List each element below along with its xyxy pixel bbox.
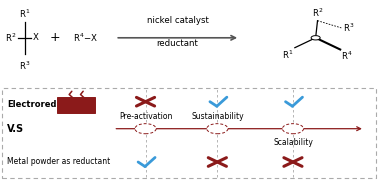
Text: $\mathregular{R^1}$: $\mathregular{R^1}$ (282, 48, 294, 61)
Text: X: X (33, 33, 39, 42)
Circle shape (135, 124, 156, 134)
Text: Pre-activation: Pre-activation (119, 112, 172, 121)
Text: Metal powder as reductant: Metal powder as reductant (7, 157, 110, 166)
Text: +: + (79, 100, 87, 110)
Text: nickel catalyst: nickel catalyst (147, 16, 209, 25)
Circle shape (282, 124, 304, 134)
Text: +: + (50, 31, 60, 44)
Text: Scalability: Scalability (273, 138, 313, 147)
Text: Electroreduction: Electroreduction (7, 100, 86, 109)
Circle shape (311, 36, 320, 40)
Text: Sustainability: Sustainability (191, 112, 244, 121)
Text: reductant: reductant (157, 39, 198, 48)
Text: $\mathregular{R^3}$: $\mathregular{R^3}$ (343, 22, 354, 34)
Text: $\mathregular{R^2}$: $\mathregular{R^2}$ (312, 6, 323, 19)
Text: $\mathregular{R^4}$−X: $\mathregular{R^4}$−X (73, 32, 98, 44)
Text: V.S: V.S (7, 124, 24, 134)
Text: $\mathregular{R^1}$: $\mathregular{R^1}$ (19, 7, 30, 20)
Circle shape (207, 124, 228, 134)
Text: $\mathregular{R^2}$: $\mathregular{R^2}$ (5, 32, 16, 44)
Text: $\mathregular{R^3}$: $\mathregular{R^3}$ (19, 59, 30, 72)
Text: $\mathregular{R^4}$: $\mathregular{R^4}$ (341, 50, 353, 62)
FancyBboxPatch shape (57, 97, 94, 113)
Text: −: − (64, 100, 72, 110)
